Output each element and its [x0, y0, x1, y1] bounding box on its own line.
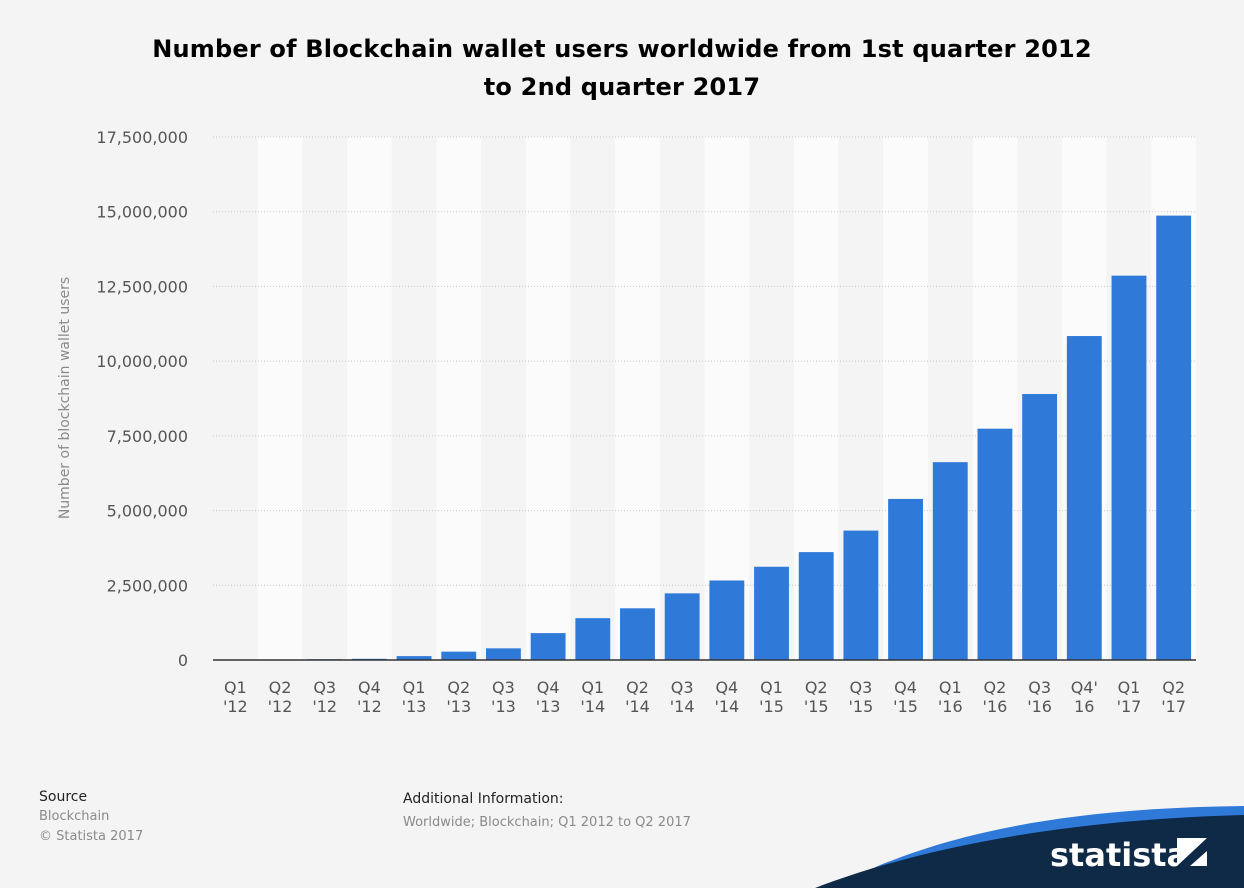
bar: [396, 656, 432, 660]
x-tick-label: Q2: [269, 678, 292, 697]
x-tick-label: '13: [402, 697, 427, 716]
x-tick-label: '12: [357, 697, 382, 716]
x-tick-label: '15: [759, 697, 784, 716]
y-tick-label: 5,000,000: [107, 502, 188, 521]
x-tick-label: Q2: [626, 678, 649, 697]
x-tick-label: Q4: [537, 678, 560, 697]
y-tick-label: 2,500,000: [107, 576, 188, 595]
column-stripe: [436, 137, 482, 660]
y-tick-label: 0: [178, 651, 188, 670]
x-tick-label: '12: [223, 697, 248, 716]
bar: [1156, 215, 1192, 660]
bar: [754, 566, 789, 660]
y-tick-label: 12,500,000: [96, 277, 188, 296]
bar: [664, 593, 700, 660]
bar: [977, 428, 1013, 660]
x-tick-label: '15: [893, 697, 918, 716]
bar: [709, 580, 745, 660]
x-tick-label: '16: [1027, 697, 1052, 716]
x-tick-label: Q3: [313, 678, 336, 697]
bar: [888, 498, 923, 660]
bar: [932, 462, 968, 660]
x-tick-label: Q1: [1118, 678, 1141, 697]
chart-title-line-1: Number of Blockchain wallet users worldw…: [152, 35, 1092, 63]
chart-title: Number of Blockchain wallet users worldw…: [0, 30, 1244, 106]
x-tick-label: Q3: [1028, 678, 1051, 697]
logo-blue-swoosh: [832, 806, 1244, 888]
x-tick-label: Q3: [492, 678, 515, 697]
x-tick-label: '16: [983, 697, 1008, 716]
logo-dark-swoosh: [815, 815, 1244, 888]
x-tick-label: Q3: [671, 678, 694, 697]
column-stripe: [525, 137, 571, 660]
bar: [530, 633, 566, 660]
x-tick-label: Q1: [224, 678, 247, 697]
y-tick-label: 7,500,000: [107, 427, 188, 446]
x-tick-label: '14: [625, 697, 650, 716]
x-tick-label: '16: [938, 697, 963, 716]
x-axis-tick-labels: Q1'12Q2'12Q3'12Q4'12Q1'13Q2'13Q3'13Q4'13…: [223, 678, 1186, 716]
bar: [575, 618, 611, 660]
x-tick-label: Q2: [984, 678, 1007, 697]
x-tick-label: Q1: [939, 678, 962, 697]
bar: [798, 552, 834, 660]
bar: [486, 648, 521, 660]
x-tick-label: '17: [1117, 697, 1142, 716]
additional-info-heading: Additional Information:: [403, 791, 564, 807]
source-name[interactable]: Blockchain: [39, 809, 110, 824]
column-stripe: [615, 137, 660, 660]
logo-mark-icon: [1177, 838, 1207, 866]
copyright-text: © Statista 2017: [39, 829, 144, 844]
y-tick-label: 15,000,000: [96, 203, 188, 222]
bar: [1111, 275, 1147, 660]
x-tick-label: '12: [312, 697, 337, 716]
x-tick-label: Q4': [1071, 678, 1098, 697]
x-tick-label: '14: [670, 697, 695, 716]
logo-wordmark: statista: [1050, 836, 1188, 874]
additional-info-text: Worldwide; Blockchain; Q1 2012 to Q2 201…: [403, 815, 691, 830]
x-tick-label: Q4: [894, 678, 917, 697]
x-tick-label: 16: [1074, 697, 1094, 716]
x-tick-label: '13: [491, 697, 516, 716]
bar-chart: 0 2,500,000 5,000,000 7,500,000 10,000,000 12…: [57, 128, 1196, 716]
x-tick-label: Q4: [715, 678, 738, 697]
y-tick-label: 17,500,000: [96, 128, 188, 147]
chart-title-line-2: to 2nd quarter 2017: [483, 73, 761, 101]
x-tick-label: Q2: [805, 678, 828, 697]
x-tick-label: '13: [446, 697, 471, 716]
column-stripe: [257, 137, 303, 660]
x-tick-label: Q3: [849, 678, 872, 697]
x-tick-label: '15: [804, 697, 829, 716]
y-tick-label: 10,000,000: [96, 352, 188, 371]
bars: [217, 215, 1192, 661]
bar: [441, 651, 477, 660]
y-axis-label: Number of blockchain wallet users: [57, 277, 73, 519]
x-tick-label: '14: [580, 697, 605, 716]
x-tick-label: Q1: [581, 678, 604, 697]
y-axis-tick-labels: 0 2,500,000 5,000,000 7,500,000 10,000,000 12…: [96, 128, 188, 670]
bar: [1066, 336, 1102, 660]
column-stripe: [704, 137, 750, 660]
x-tick-label: Q1: [403, 678, 426, 697]
x-tick-label: '15: [849, 697, 874, 716]
bar: [620, 608, 655, 660]
x-tick-label: '17: [1161, 697, 1186, 716]
x-tick-label: Q2: [1162, 678, 1185, 697]
x-tick-label: Q2: [447, 678, 470, 697]
column-stripe: [347, 137, 392, 660]
x-tick-label: '13: [536, 697, 561, 716]
bar: [843, 530, 879, 660]
bar: [1022, 394, 1058, 660]
source-heading: Source: [39, 789, 88, 805]
x-tick-label: '14: [714, 697, 739, 716]
x-tick-label: Q4: [358, 678, 381, 697]
x-tick-label: '12: [268, 697, 293, 716]
x-tick-label: Q1: [760, 678, 783, 697]
